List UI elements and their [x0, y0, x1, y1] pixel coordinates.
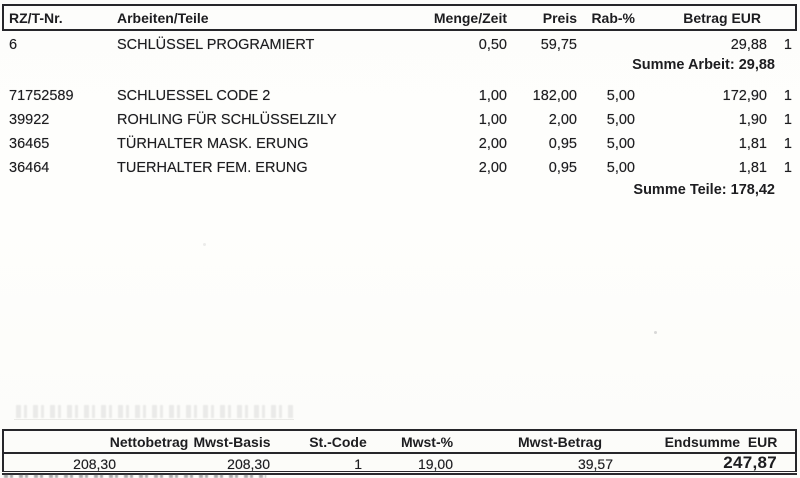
scan-ghost-cutoff-text [4, 474, 266, 478]
totals-header-mwst-betrag: Mwst-Betrag [517, 434, 603, 450]
cell-amount: 29,88 [730, 37, 767, 53]
cell-price: 59,75 [540, 37, 577, 53]
cell-discount: 5,00 [606, 88, 635, 104]
cell-taxflag: 1 [783, 160, 792, 176]
parts-table-row: 36464 TUERHALTER FEM. ERUNG 2,00 0,95 5,… [2, 160, 797, 176]
cell-price: 0,95 [548, 160, 577, 176]
cell-price: 2,00 [548, 112, 577, 128]
totals-header-mwst-pct: Mwst-% [400, 434, 454, 450]
cell-rz-nr: 6 [9, 37, 18, 53]
cell-qty: 2,00 [478, 160, 507, 176]
cell-amount: 1,81 [738, 160, 767, 176]
cell-qty: 1,00 [478, 112, 507, 128]
cell-amount: 172,90 [722, 88, 767, 104]
totals-header-nettobetrag: Nettobetrag [109, 434, 189, 450]
cell-description: TUERHALTER FEM. ERUNG [117, 160, 308, 176]
totals-double-rule [2, 473, 797, 475]
cell-qty: 1,00 [478, 88, 507, 104]
totals-value-mwst-pct: 19,00 [417, 456, 453, 472]
cell-qty: 2,00 [478, 136, 507, 152]
cell-description: TÜRHALTER MASK. ERUNG [117, 136, 309, 152]
scan-speck [654, 331, 657, 334]
cell-description: SCHLUESSEL CODE 2 [117, 88, 271, 104]
cell-description: ROHLING FÜR SCHLÜSSELZILY [117, 112, 337, 128]
scan-ghost-underline [14, 419, 294, 420]
column-header-preis: Preis [542, 9, 577, 26]
column-header-menge-zeit: Menge/Zeit [433, 9, 507, 26]
column-header-arbeiten-teile: Arbeiten/Teile [117, 9, 209, 26]
parts-subtotal: Summe Teile: 178,42 [633, 182, 775, 198]
cell-amount: 1,90 [738, 112, 767, 128]
cell-rz-nr: 36464 [9, 160, 50, 176]
items-table-header-row: RZ/T-Nr. Arbeiten/Teile Menge/Zeit Preis… [2, 4, 797, 31]
cell-discount [577, 37, 635, 53]
cell-discount: 5,00 [606, 136, 635, 152]
cell-rz-nr: 39922 [9, 112, 50, 128]
cell-rz-nr: 36465 [9, 136, 50, 152]
grand-total-value: 247,87 [723, 453, 777, 472]
column-header-rz-nr: RZ/T-Nr. [9, 9, 63, 26]
cell-rz-nr: 71752589 [9, 88, 74, 104]
labor-subtotal: Summe Arbeit: 29,88 [632, 57, 775, 73]
cell-taxflag: 1 [783, 136, 792, 152]
cell-taxflag: 1 [783, 37, 792, 53]
cell-discount: 5,00 [606, 160, 635, 176]
cell-price: 0,95 [548, 136, 577, 152]
cell-amount: 1,81 [738, 136, 767, 152]
column-header-rab-pct: Rab-% [591, 9, 635, 26]
cell-discount: 5,00 [606, 112, 635, 128]
column-header-betrag-eur: Betrag EUR [683, 9, 761, 26]
totals-value-mwst-betrag: 39,57 [577, 456, 613, 472]
cell-price: 182,00 [532, 88, 577, 104]
cell-description: SCHLÜSSEL PROGRAMIERT [117, 37, 315, 53]
cell-qty: 0,50 [478, 37, 507, 53]
totals-header-divider [4, 452, 795, 454]
cell-taxflag: 1 [783, 88, 792, 104]
labor-table-row: 6 SCHLÜSSEL PROGRAMIERT 0,50 59,75 29,88… [2, 37, 797, 53]
totals-header-endsumme: Endsumme EUR [664, 434, 778, 450]
scan-speck [203, 243, 206, 246]
scan-ghost-text [16, 405, 294, 418]
totals-table: Nettobetrag Mwst-Basis St.-Code Mwst-% M… [2, 429, 797, 472]
totals-header-mwst-basis: Mwst-Basis [193, 434, 271, 450]
totals-value-st-code: 1 [354, 456, 362, 472]
totals-value-mwst-basis: 208,30 [227, 456, 270, 472]
totals-header-st-code: St.-Code [309, 434, 367, 450]
totals-value-nettobetrag: 208,30 [73, 456, 116, 472]
parts-table-row: 39922 ROHLING FÜR SCHLÜSSELZILY 1,00 2,0… [2, 112, 797, 128]
parts-table-row: 36465 TÜRHALTER MASK. ERUNG 2,00 0,95 5,… [2, 136, 797, 152]
parts-table-row: 71752589 SCHLUESSEL CODE 2 1,00 182,00 5… [2, 88, 797, 104]
cell-taxflag: 1 [783, 112, 792, 128]
